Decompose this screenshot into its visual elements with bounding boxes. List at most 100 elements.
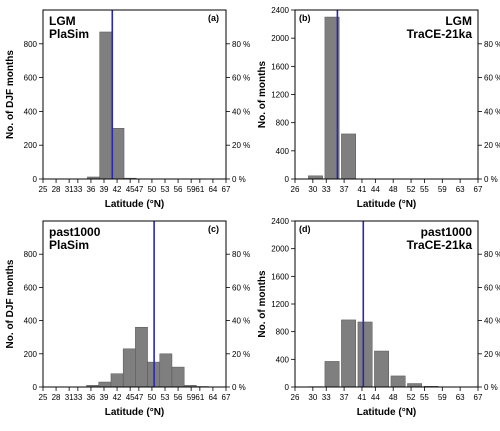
x-tick-label: 28 [52,393,61,402]
x-tick-label: 64 [208,185,217,194]
bar [110,373,124,388]
y-tick-label: 0 [33,175,38,184]
y-tick-label: 800 [276,328,290,337]
panel-b: 0 400 800 1200 1600 2000 2400 0 % 20 % 40 % 60 % 80… [257,6,500,210]
bar [111,128,125,180]
bar [122,348,136,388]
x-tick-label: 67 [222,185,231,194]
plot-frame [42,9,227,180]
y-tick-label: 2000 [271,34,289,43]
x-tick-label: 50 [147,185,156,194]
y2-tick-label: 0 % [484,383,498,392]
y-tick-label: 1200 [271,300,289,309]
y2-tick-label: 60 % [232,283,250,292]
y2-tick-label: 40 % [232,107,250,116]
x-tick-label: 31 [65,393,74,402]
x-axis-label: Latitude (°N) [105,407,165,418]
y-tick-label: 1600 [271,62,289,71]
y-tick-label: 1600 [271,272,289,281]
y-tick-label: 200 [24,350,38,359]
y-tick-label: 0 [33,383,38,392]
x-tick-label: 28 [52,185,61,194]
y-tick-label: 0 [285,175,290,184]
plot-frame [42,220,227,388]
y-tick-label: 400 [276,355,290,364]
panel-c: 0 200 400 600 800 0 % 20 % 40 % 60 % 80 % 25 28 31 33… [5,220,250,418]
panel-a: 0 200 400 600 800 0 % 20 % 40 % 60 % 80 % 25 28 31 33… [5,9,250,210]
y2-tick-label: 0 % [232,175,246,184]
x-tick-label: 63 [456,393,465,402]
y2-tick-label: 20 % [484,350,500,359]
x-tick-label: 61 [195,393,204,402]
x-axis-label: Latitude (°N) [357,199,417,210]
x-tick-label: 33 [73,185,82,194]
y-axis-label: No. of DJF months [5,259,16,348]
y-tick-label: 800 [24,40,38,49]
x-tick-label: 67 [222,393,231,402]
x-tick-label: 25 [39,185,48,194]
y-axis-label: No. of months [257,60,268,128]
y2-tick-label: 20 % [232,350,250,359]
x-tick-label: 64 [208,393,217,402]
x-tick-label: 61 [195,185,204,194]
panel-label-line: PlaSim [49,238,89,252]
y-axis-label: No. of months [257,270,268,338]
x-tick-label: 41 [357,185,366,194]
x-tick-label: 45 [126,185,135,194]
x-tick-label: 56 [174,185,183,194]
x-tick-label: 53 [161,393,170,402]
x-tick-label: 45 [126,393,135,402]
y-axis-label: No. of DJF months [5,50,16,139]
x-tick-label: 33 [322,185,331,194]
x-tick-label: 67 [474,185,483,194]
y2-tick-label: 80 % [232,40,250,49]
y2-tick-label: 40 % [484,107,500,116]
x-tick-label: 31 [65,185,74,194]
y-tick-label: 600 [24,283,38,292]
x-tick-label: 36 [86,393,95,402]
x-tick-label: 59 [438,185,447,194]
x-tick-label: 41 [357,393,366,402]
x-tick-label: 47 [134,393,143,402]
x-tick-label: 48 [389,185,398,194]
y2-tick-label: 40 % [232,317,250,326]
y2-tick-label: 80 % [484,250,500,259]
x-tick-label: 25 [39,393,48,402]
bar [99,31,113,180]
y2-tick-label: 0 % [232,383,246,392]
x-tick-label: 30 [308,393,317,402]
y2-tick-label: 60 % [484,74,500,83]
y-tick-label: 2400 [271,6,289,15]
x-tick-label: 26 [291,185,300,194]
bar [374,350,389,388]
bar [324,361,340,388]
bar [159,353,173,388]
x-tick-label: 44 [371,393,380,402]
x-tick-label: 42 [113,393,122,402]
y2-tick-label: 40 % [484,317,500,326]
y-tick-label: 2400 [271,217,289,226]
x-tick-label: 30 [308,185,317,194]
y2-tick-label: 20 % [484,141,500,150]
x-axis-label: Latitude (°N) [357,407,417,418]
x-tick-label: 36 [86,185,95,194]
panel-label-line: TraCE-21ka [407,27,473,41]
panel-label-line: past1000 [421,225,473,239]
panel-label-line: TraCE-21ka [407,238,473,252]
y2-tick-label: 60 % [484,283,500,292]
y-tick-label: 400 [276,147,290,156]
bar [171,366,185,388]
x-tick-label: 50 [147,393,156,402]
x-tick-label: 52 [407,185,416,194]
bar [98,381,112,388]
x-tick-label: 53 [161,185,170,194]
y2-tick-label: 80 % [232,250,250,259]
x-tick-label: 44 [371,185,380,194]
y2-tick-label: 0 % [484,175,498,184]
x-tick-label: 48 [389,393,398,402]
x-tick-label: 26 [291,393,300,402]
x-tick-label: 55 [420,393,429,402]
x-tick-label: 59 [187,185,196,194]
y2-tick-label: 20 % [232,141,250,150]
